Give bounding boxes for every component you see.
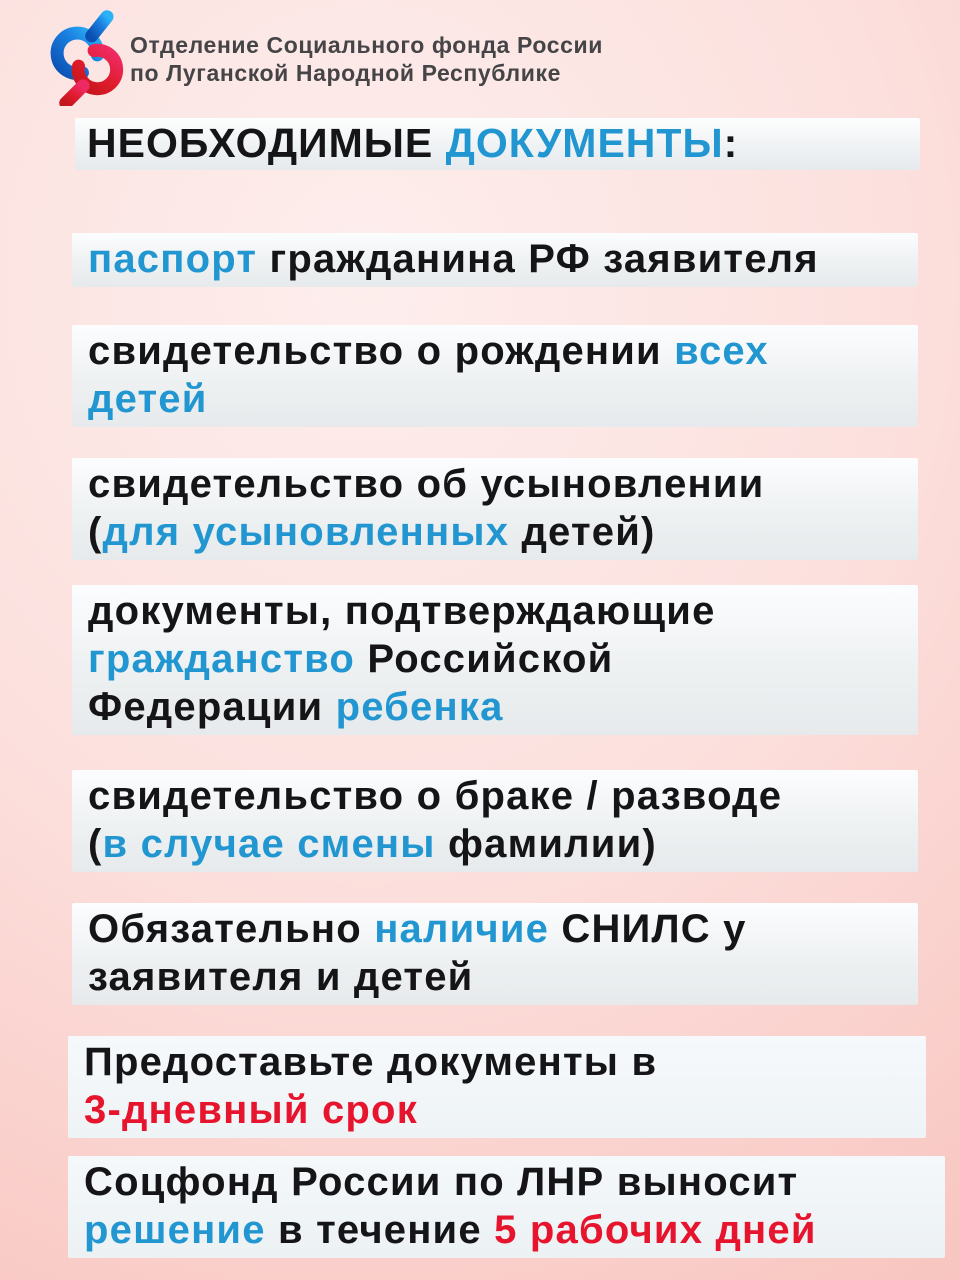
document-item: свидетельство об усыновлении (для усыновл… xyxy=(72,458,918,560)
text-line: решение в течение 5 рабочих дней xyxy=(84,1206,929,1254)
document-item: свидетельство о браке / разводе (в случае… xyxy=(72,770,918,872)
text-line: (в случае смены фамилии) xyxy=(88,820,902,868)
text-segment: паспорт xyxy=(88,237,270,281)
text-segment: Обязательно xyxy=(88,907,375,951)
text-segment: детей) xyxy=(509,510,656,554)
text-segment: ребенка xyxy=(335,685,504,729)
text-line: 3-дневный срок xyxy=(84,1086,910,1134)
text-segment: Предоставьте документы в xyxy=(84,1040,658,1084)
text-segment: 3-дневный срок xyxy=(84,1088,418,1132)
text-line: свидетельство об усыновлении xyxy=(88,460,902,508)
text-line: гражданство Российской xyxy=(88,635,902,683)
text-segment: Соцфонд России по ЛНР выносит xyxy=(84,1160,799,1204)
text-segment: заявителя и детей xyxy=(88,955,474,999)
text-segment: ( xyxy=(88,822,103,866)
text-line: Предоставьте документы в xyxy=(84,1038,910,1086)
text-line: Федерации ребенка xyxy=(88,683,902,731)
text-segment: фамилии) xyxy=(435,822,657,866)
title-segment: : xyxy=(723,120,739,166)
text-line: заявителя и детей xyxy=(88,953,902,1001)
text-segment: гражданина РФ заявителя xyxy=(269,237,819,281)
document-item: Соцфонд России по ЛНР выносит решение в т… xyxy=(68,1156,945,1258)
text-line: свидетельство о браке / разводе xyxy=(88,772,902,820)
title-segment: ДОКУМЕНТЫ xyxy=(445,120,724,166)
text-line: Соцфонд России по ЛНР выносит xyxy=(84,1158,929,1206)
org-name-line1: Отделение Социального фонда России xyxy=(130,32,604,58)
text-segment: наличие xyxy=(374,907,550,951)
text-segment: в течение xyxy=(265,1208,495,1252)
text-segment: решение xyxy=(84,1208,266,1252)
text-segment: документы, подтверждающие xyxy=(88,589,716,633)
document-item: Предоставьте документы в 3-дневный срок xyxy=(68,1036,926,1138)
text-line: свидетельство о рождении всех xyxy=(88,327,902,375)
text-segment: детей xyxy=(88,377,208,421)
sfr-logo-icon xyxy=(50,10,124,106)
text-segment: 5 рабочих дней xyxy=(494,1208,817,1252)
org-name: Отделение Социального фонда России по Лу… xyxy=(130,31,603,87)
text-segment: свидетельство об усыновлении xyxy=(88,462,765,506)
text-line: детей xyxy=(88,375,902,423)
text-segment: ( xyxy=(88,510,103,554)
text-segment: свидетельство о рождении xyxy=(88,329,675,373)
text-segment: СНИЛС у xyxy=(549,907,747,951)
org-name-line2: по Луганской Народной Республике xyxy=(130,60,561,86)
document-item: паспорт гражданина РФ заявителя xyxy=(72,233,918,287)
text-line: (для усыновленных детей) xyxy=(88,508,902,556)
text-segment: Российской xyxy=(355,637,614,681)
text-line: документы, подтверждающие xyxy=(88,587,902,635)
text-segment: Федерации xyxy=(88,685,336,729)
page-title: НЕОБХОДИМЫЕ ДОКУМЕНТЫ: xyxy=(75,118,920,170)
text-segment: в случае смены xyxy=(102,822,436,866)
text-segment: всех xyxy=(674,329,769,373)
text-line: Обязательно наличие СНИЛС у xyxy=(88,905,902,953)
title-segment: НЕОБХОДИМЫЕ xyxy=(87,120,446,166)
text-line: паспорт гражданина РФ заявителя xyxy=(88,235,902,283)
document-item: документы, подтверждающие гражданство Рос… xyxy=(72,585,918,735)
document-item: Обязательно наличие СНИЛС у заявителя и д… xyxy=(72,903,918,1005)
text-segment: гражданство xyxy=(88,637,356,681)
document-item: свидетельство о рождении всех детей xyxy=(72,325,918,427)
text-segment: свидетельство о браке / разводе xyxy=(88,774,783,818)
text-segment: для усыновленных xyxy=(102,510,510,554)
